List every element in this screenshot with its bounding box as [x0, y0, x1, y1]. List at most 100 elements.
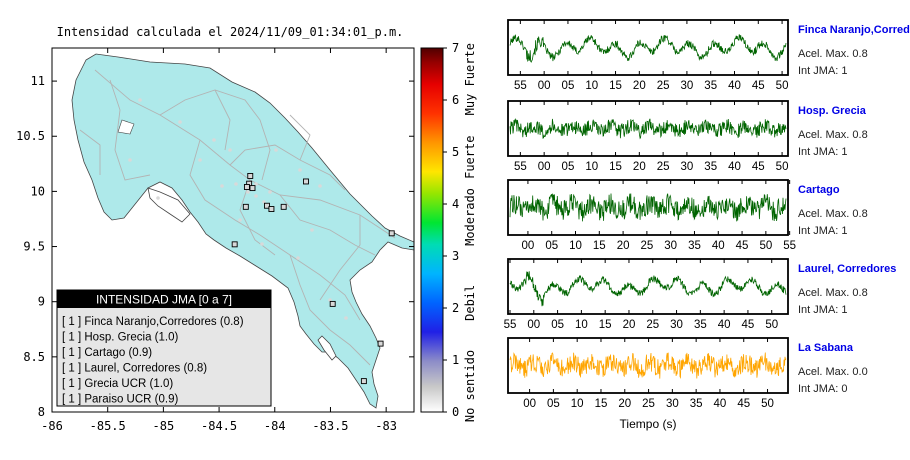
colorbar-tick-label: 2 [452, 301, 459, 315]
colorbar-tick-label: 5 [452, 145, 459, 159]
waveform-tick-label: 15 [599, 319, 612, 331]
legend-header [57, 290, 271, 308]
waveform-tick-label: 50 [776, 161, 789, 173]
map-y-tick-label: 9.5 [23, 240, 45, 254]
map-panel: -86 -85.5 -85 -84.5 -84 -83.5 -83 11 10.5 10 9.5 9… [16, 47, 415, 433]
map-x-tick-label: -84 [264, 419, 286, 433]
waveform-tick-label: 50 [776, 80, 789, 92]
station-marker [329, 300, 336, 307]
station-markers [231, 173, 395, 385]
waveform-tick-label: 00 [522, 240, 535, 252]
minor-station-dots [128, 98, 348, 320]
map-x-tick-label: -86 [41, 419, 63, 433]
legend-items: [ 1 ] Finca Naranjo,Corredores (0.8) [ 1 … [62, 316, 244, 406]
waveform-tick-label: 50 [759, 240, 772, 252]
station-info: Int JMA: 0 [798, 383, 848, 395]
waveform-tick-label: 00 [523, 398, 536, 410]
waveform-tick-label: 50 [761, 398, 774, 410]
colorbar-label: No sentido [463, 350, 477, 422]
waveform-tick-label: 20 [633, 80, 646, 92]
waveform-tick-label: 40 [714, 398, 727, 410]
map-x-tick-label: -84.5 [201, 419, 237, 433]
legend-item: [ 1 ] Hosp. Grecia (1.0) [62, 332, 178, 344]
colorbar-tick-label: 3 [452, 249, 459, 263]
colorbar-tick-label: 4 [452, 197, 459, 211]
colorbar-tick-label: 7 [452, 41, 459, 55]
map-x-tick-label: -85 [153, 419, 175, 433]
waveform-tick-label: 15 [595, 398, 608, 410]
waveform-tick-label: 50 [765, 319, 778, 331]
waveform-tick-label: 00 [538, 161, 551, 173]
map-y-tick-label: 10 [31, 184, 45, 198]
golfo-dulce [317, 335, 337, 361]
station-marker [280, 203, 287, 210]
waveform-tick-label: 55 [504, 319, 517, 331]
waveform-panel: 00 05 10 15 20 25 30 35 40 45 50 55 Cartago Acel. Max… [507, 179, 868, 252]
map-x-tick-label: -83.5 [312, 419, 348, 433]
station-info: Acel. Max. 0.0 [798, 366, 868, 378]
colorbar-label: Muy Fuerte [463, 43, 477, 115]
waveform-tick-label: 25 [657, 80, 670, 92]
waveform-tick-label: 45 [737, 398, 750, 410]
peninsula-cove [117, 119, 135, 135]
station-marker [243, 184, 250, 190]
waveform-tick-label: 15 [609, 80, 622, 92]
waveform-tick-label: 30 [681, 80, 694, 92]
waveform-tick-label: 40 [712, 240, 725, 252]
waveform-tick-label: 10 [571, 398, 584, 410]
map-y-axis: 11 10.5 10 9.5 9 8.5 8 [16, 74, 414, 419]
waveform-tick-label: 10 [569, 240, 582, 252]
colorbar-label: Fuerte [463, 136, 477, 179]
waveform-tick-label: 40 [718, 319, 731, 331]
waveform-tick-label: 20 [623, 319, 636, 331]
map-y-tick-label: 8.5 [23, 350, 45, 364]
waveform-tick-label: 25 [657, 161, 670, 173]
waveform-tick-label: 15 [609, 161, 622, 173]
waveform-tick-label: 35 [690, 398, 703, 410]
waveform-tick-label: 20 [617, 240, 630, 252]
legend-item: [ 1 ] Grecia UCR (1.0) [62, 378, 173, 390]
waveform-frame [507, 337, 789, 394]
legend-title: INTENSIDAD JMA [0 a 7] [96, 293, 232, 307]
waveform-trace [509, 271, 787, 307]
colorbar-gradient [420, 47, 444, 413]
waveform-tick-label: 20 [633, 161, 646, 173]
waveform-tick-label: 25 [642, 398, 655, 410]
station-marker [249, 185, 256, 192]
waveform-panel: 55 00 05 10 15 20 25 30 35 40 45 50 Hosp. Grecia Acel… [507, 100, 868, 173]
waveform-panel: 00 05 10 15 20 25 30 35 40 45 50 La Sabana Acel. Max… [507, 337, 868, 410]
colorbar: 0 1 2 3 4 5 6 7 No sentido Debil Moderado Fuerte Mu… [420, 41, 477, 422]
waveform-tick-label: 10 [575, 319, 588, 331]
station-marker [360, 378, 367, 385]
waveform-tick-label: 35 [694, 319, 707, 331]
waveform-tick-label: 10 [585, 80, 598, 92]
waveform-panels: 55 00 05 10 15 20 25 30 35 40 45 50 Finca Naranjo,Co… [504, 19, 910, 410]
station-name: Hosp. Grecia [798, 105, 867, 117]
legend-item: [ 1 ] Paraiso UCR (0.9) [62, 394, 178, 406]
waveform-tick-label: 35 [704, 161, 717, 173]
waveform-tick-label: 35 [704, 80, 717, 92]
colorbar-label: Debil [463, 285, 477, 321]
legend: INTENSIDAD JMA [0 a 7] [ 1 ] Finca Naran… [56, 289, 272, 407]
waveform-tick-label: 05 [545, 240, 558, 252]
station-info: Acel. Max. 0.8 [798, 208, 868, 220]
colorbar-label: Moderado [463, 188, 477, 246]
waveform-tick-label: 05 [547, 398, 560, 410]
waveform-tick-label: 40 [728, 80, 741, 92]
station-marker [377, 340, 384, 347]
waveform-tick-label: 05 [551, 319, 564, 331]
map-title: Intensidad calculada el 2024/11/09_01:34… [57, 25, 404, 39]
map-x-tick-label: -85.5 [90, 419, 126, 433]
waveform-tick-label: 55 [783, 240, 796, 252]
waveform-tick-label: 45 [752, 80, 765, 92]
waveform-tick-label: 15 [593, 240, 606, 252]
waveform-tick-label: 30 [681, 161, 694, 173]
waveform-tick-label: 55 [514, 80, 527, 92]
waveform-tick-label: 25 [640, 240, 653, 252]
waveform-tick-label: 45 [742, 319, 755, 331]
station-name: Finca Naranjo,Corredores [798, 24, 910, 36]
station-marker [268, 206, 275, 212]
waveform-tick-label: 05 [562, 80, 575, 92]
map-frame [51, 47, 415, 413]
